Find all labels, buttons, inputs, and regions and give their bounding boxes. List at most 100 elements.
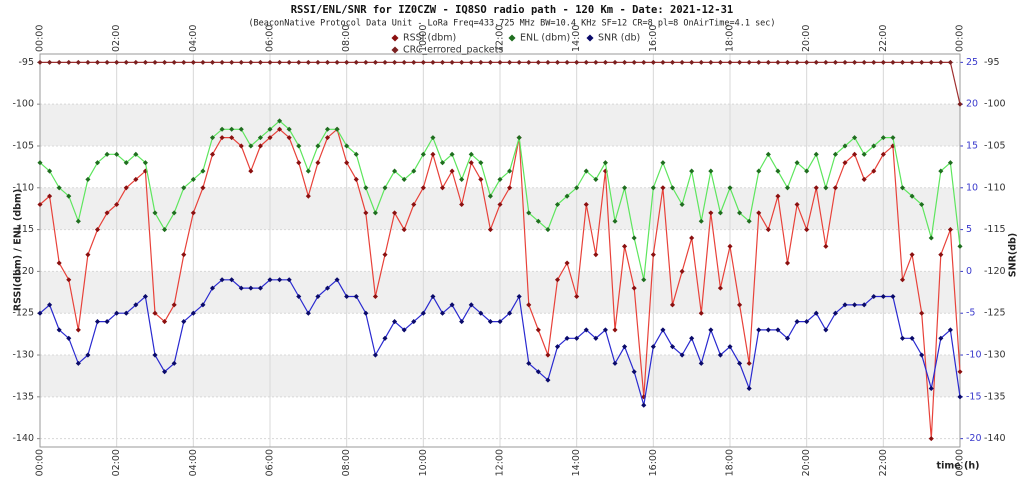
data-point <box>238 285 244 291</box>
x-tick-label-top: 12:00 <box>495 25 506 52</box>
data-point <box>296 293 302 300</box>
data-point <box>478 59 484 65</box>
y-tick-label-right: -140 <box>984 433 1006 444</box>
data-point <box>324 59 331 65</box>
data-point <box>746 218 752 224</box>
data-point <box>554 59 561 65</box>
data-point <box>430 59 436 65</box>
data-point <box>171 210 177 216</box>
data-point <box>574 335 580 341</box>
data-point <box>650 344 656 350</box>
y-tick-label: -110 <box>12 182 34 193</box>
data-point <box>257 135 263 141</box>
data-point <box>305 168 311 174</box>
data-point <box>114 59 120 65</box>
data-point <box>171 59 177 65</box>
data-point <box>583 59 589 65</box>
data-point <box>104 151 110 157</box>
data-point <box>315 160 321 166</box>
data-point <box>200 185 206 191</box>
data-point <box>219 277 225 283</box>
data-point <box>401 227 407 233</box>
data-point <box>219 135 225 141</box>
data-point <box>401 327 407 333</box>
data-point <box>612 327 618 333</box>
y-tick-label: -120 <box>12 266 34 277</box>
x-tick-label: 14:00 <box>571 449 582 476</box>
data-point <box>353 176 359 182</box>
data-point <box>190 310 196 316</box>
y2-tick-label: 10 <box>966 182 978 193</box>
y-tick-label-right: -110 <box>984 182 1006 193</box>
data-point <box>439 160 446 166</box>
x-tick-label-top: 00:00 <box>35 25 46 52</box>
y-tick-label: -100 <box>12 99 34 110</box>
data-point <box>919 59 925 65</box>
data-point <box>344 59 350 65</box>
data-point <box>507 310 513 316</box>
data-point <box>756 327 762 333</box>
data-point <box>765 59 771 65</box>
data-point <box>660 160 666 166</box>
data-point <box>832 185 838 191</box>
data-point <box>439 185 446 191</box>
data-point <box>631 369 637 375</box>
y-tick-label: -130 <box>12 350 34 361</box>
data-point <box>689 335 695 341</box>
data-point <box>257 285 263 291</box>
data-point <box>104 210 110 216</box>
data-point <box>823 59 829 65</box>
data-point <box>209 135 216 141</box>
data-point <box>861 59 867 65</box>
data-point <box>669 59 676 65</box>
data-point <box>248 285 254 291</box>
data-point <box>813 59 819 65</box>
data-point <box>133 151 139 157</box>
data-point <box>181 185 187 191</box>
data-point <box>277 277 283 283</box>
data-point <box>861 302 867 308</box>
data-point <box>229 277 235 283</box>
data-point <box>899 335 906 341</box>
x-tick-label-top: 00:00 <box>955 25 966 52</box>
data-point <box>698 360 704 366</box>
data-point <box>804 168 810 174</box>
data-point <box>919 201 925 208</box>
x-tick-label-top: 14:00 <box>571 25 582 52</box>
data-point <box>200 59 206 65</box>
data-point <box>660 59 666 65</box>
x-tick-label: 08:00 <box>341 449 352 476</box>
data-point <box>775 168 781 174</box>
data-point <box>497 319 503 325</box>
x-tick-label-top: 22:00 <box>878 25 889 52</box>
y-tick-label-right: -115 <box>984 224 1006 235</box>
data-point <box>219 59 225 65</box>
data-point <box>938 252 944 258</box>
data-point <box>669 344 676 350</box>
data-point <box>344 293 350 300</box>
data-point <box>832 151 838 157</box>
y-tick-label: -115 <box>12 224 34 235</box>
data-point <box>344 160 350 166</box>
y2-axis-label: SNR(db) <box>1008 233 1019 277</box>
data-point <box>152 210 158 216</box>
data-point <box>94 59 101 65</box>
data-point <box>765 327 771 333</box>
data-point <box>430 293 436 300</box>
data-point <box>286 135 292 141</box>
data-point <box>804 227 810 233</box>
data-point <box>190 210 196 216</box>
x-axis-label: time (h) <box>937 461 980 472</box>
data-point <box>267 59 273 65</box>
data-point <box>497 176 503 182</box>
data-point <box>545 59 551 65</box>
data-point <box>372 59 378 65</box>
y2-tick-label: -20 <box>966 433 982 444</box>
data-point <box>947 227 953 233</box>
data-point <box>94 160 101 166</box>
data-point <box>420 310 426 316</box>
data-point <box>938 59 944 65</box>
data-point <box>583 327 589 333</box>
data-point <box>516 59 522 65</box>
data-point <box>171 360 177 366</box>
